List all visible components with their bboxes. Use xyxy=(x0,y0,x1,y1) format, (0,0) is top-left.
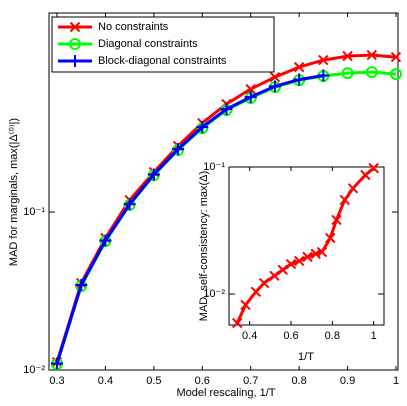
x-tick-label: 0.8 xyxy=(291,375,306,387)
marker xyxy=(277,264,288,276)
marker xyxy=(285,258,297,270)
marker xyxy=(365,66,378,79)
marker xyxy=(172,143,185,156)
x-axis-label: 1/T xyxy=(298,351,314,363)
marker xyxy=(99,234,112,247)
marker xyxy=(325,232,336,244)
marker xyxy=(342,50,353,62)
marker xyxy=(123,198,136,211)
marker xyxy=(69,21,81,33)
marker xyxy=(269,71,281,83)
marker xyxy=(318,54,329,66)
x-tick-label: 0.3 xyxy=(49,375,64,387)
marker xyxy=(316,246,328,258)
marker xyxy=(269,270,280,282)
series-line xyxy=(55,74,324,364)
marker xyxy=(317,69,330,82)
x-tick-label: 1 xyxy=(371,330,377,342)
x-tick-label: 0.7 xyxy=(243,375,258,387)
plot-area xyxy=(228,166,385,326)
marker xyxy=(250,286,262,298)
marker xyxy=(258,277,270,289)
x-tick-label: 0.9 xyxy=(340,375,355,387)
marker xyxy=(147,168,160,181)
marker xyxy=(331,214,342,226)
marker xyxy=(347,183,359,194)
x-tick-label: 0.4 xyxy=(98,375,113,387)
marker xyxy=(339,194,350,206)
marker xyxy=(302,251,313,263)
y-tick-label: 10⁻¹ xyxy=(23,206,45,218)
x-tick-label: 0.5 xyxy=(146,375,161,387)
y-tick-label: 10⁻² xyxy=(203,288,225,300)
x-tick-label: 0.4 xyxy=(242,330,257,342)
marker xyxy=(368,162,379,174)
legend-label: No constraints xyxy=(98,21,169,33)
marker xyxy=(196,121,209,134)
marker xyxy=(366,49,377,61)
y-tick-label: 10⁻¹ xyxy=(203,161,225,173)
y-tick-label: 10⁻² xyxy=(23,364,45,376)
marker xyxy=(69,38,81,50)
x-axis-label: Model rescaling, 1/T xyxy=(176,387,275,399)
marker xyxy=(294,255,305,267)
marker xyxy=(220,103,233,116)
marker xyxy=(244,90,257,103)
marker xyxy=(51,357,63,370)
marker xyxy=(360,169,371,181)
marker xyxy=(245,83,256,95)
marker xyxy=(75,279,88,292)
marker xyxy=(390,51,402,63)
y-axis-label: MAD, self-consistency: max(Δ) xyxy=(198,171,210,321)
marker xyxy=(232,317,243,329)
marker xyxy=(341,67,354,80)
marker xyxy=(390,68,402,81)
x-tick-label: 0.6 xyxy=(283,330,298,342)
marker xyxy=(293,73,306,86)
marker xyxy=(268,80,281,93)
x-tick-label: 0.6 xyxy=(195,375,210,387)
marker xyxy=(240,299,251,311)
marker xyxy=(69,55,81,67)
x-tick-label: 1 xyxy=(393,375,399,387)
legend-label: Diagonal constraints xyxy=(98,38,198,50)
legend-label: Block-diagonal constraints xyxy=(98,55,227,67)
x-tick-label: 0.8 xyxy=(325,330,340,342)
y-axis-label: MAD for marginals, max(|Δ⁽⁰⁾|) xyxy=(8,118,20,266)
marker xyxy=(293,61,305,73)
marker xyxy=(310,248,322,260)
